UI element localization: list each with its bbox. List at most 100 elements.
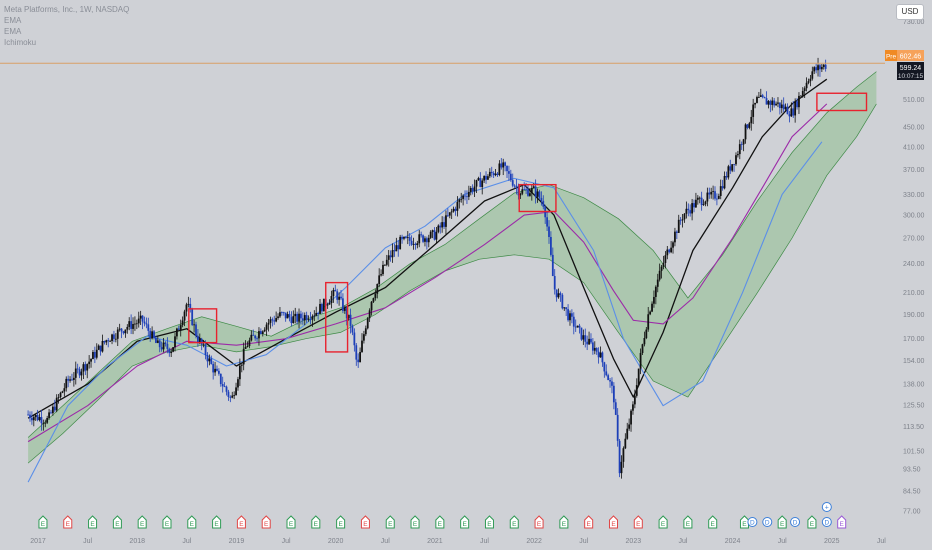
candle-body: [710, 191, 713, 195]
candle-body: [403, 236, 405, 239]
candle-body: [153, 331, 155, 338]
earnings-marker-label: E: [780, 521, 785, 528]
candle-body: [691, 203, 694, 214]
candle-body: [336, 291, 339, 300]
candle-body: [759, 95, 762, 97]
indicator-ema-fast[interactable]: EMA: [4, 16, 22, 25]
candle-body: [185, 304, 188, 312]
price-axis[interactable]: 730.00 510.00 450.00 410.00 370.00 330.00 300.…: [903, 19, 925, 516]
candle-body: [689, 210, 692, 214]
candle-body: [458, 199, 461, 202]
candle-body: [366, 318, 369, 329]
candle-body: [824, 64, 827, 69]
candle-body: [69, 379, 71, 381]
candle-body: [349, 314, 352, 326]
indicator-ema-slow[interactable]: EMA: [4, 27, 22, 36]
candle-body: [286, 314, 289, 319]
earnings-marker: [88, 515, 98, 529]
time-tick-label: 2024: [725, 538, 741, 545]
symbol-title[interactable]: Meta Platforms, Inc., 1W, NASDAQ: [4, 5, 130, 14]
candle-body: [586, 341, 589, 345]
candle-body: [527, 189, 529, 196]
candle-body: [315, 312, 318, 316]
earnings-marker: [311, 515, 321, 529]
candle-body: [351, 325, 354, 333]
candle-body: [597, 351, 600, 358]
earnings-marker: [286, 515, 296, 529]
candle-body: [765, 98, 768, 105]
candle-body: [813, 67, 816, 72]
candle-body: [382, 264, 384, 275]
candle-body: [672, 242, 674, 248]
candle-body: [763, 97, 766, 99]
candle-body: [721, 186, 724, 189]
candle-body: [187, 303, 190, 305]
candle-body: [189, 303, 192, 310]
candle-body: [616, 414, 619, 441]
candle-body: [181, 320, 184, 326]
candle-body: [357, 359, 360, 363]
candle-body: [134, 323, 136, 325]
candle-body: [258, 331, 260, 339]
time-tick-label: 2019: [229, 538, 245, 545]
candle-body: [95, 349, 98, 358]
candle-body: [511, 180, 514, 186]
price-tick-label: 113.50: [903, 424, 924, 431]
dividend-marker: [762, 517, 773, 527]
candle-body: [736, 154, 739, 156]
candle-body: [700, 197, 703, 206]
price-tick-label: 370.00: [903, 167, 925, 174]
candle-body: [158, 340, 161, 348]
candle-body: [404, 236, 407, 238]
earnings-marker-label: E: [537, 521, 542, 528]
time-axis[interactable]: 2017 Jul 2018 Jul 2019 Jul 2020 Jul 2021 Jul 2022 J…: [30, 538, 886, 545]
candle-body: [53, 406, 56, 411]
candle-body: [446, 215, 449, 217]
indicator-ichimoku[interactable]: Ichimoku: [4, 38, 37, 47]
time-tick-label: 2017: [30, 538, 46, 545]
dividend-marker-label: D: [793, 520, 798, 527]
candle-body: [99, 345, 102, 352]
time-tick-label: 2018: [129, 538, 145, 545]
earnings-marker-label: E: [41, 521, 46, 528]
candle-body: [683, 213, 686, 220]
candle-body: [317, 312, 320, 314]
candle-body: [794, 101, 797, 116]
candle-body: [815, 67, 818, 71]
last-price-tag: 599.24: [900, 65, 922, 72]
candle-body: [164, 342, 167, 344]
earnings-marker: [658, 515, 668, 529]
time-tick-label: 2023: [626, 538, 642, 545]
candle-body: [368, 310, 371, 319]
candle-body: [771, 100, 774, 105]
candle-body: [632, 404, 634, 411]
earnings-marker-label: E: [90, 521, 95, 528]
earnings-marker-label: E: [742, 521, 747, 528]
earnings-marker-label: E: [512, 521, 517, 528]
candle-body: [231, 395, 234, 398]
candle-body: [170, 351, 173, 354]
earnings-marker: [236, 515, 246, 529]
candle-body: [229, 396, 232, 398]
candle-body: [55, 397, 58, 411]
price-tick-label: 93.50: [903, 466, 921, 473]
candle-body: [361, 340, 363, 353]
candle-body: [525, 189, 527, 191]
time-tick-label: Jul: [381, 538, 390, 545]
candle-body: [687, 208, 690, 211]
candle-body: [376, 284, 379, 294]
lagging-span-line: [27, 141, 823, 483]
earnings-marker-label: E: [810, 521, 815, 528]
candle-body: [504, 162, 507, 166]
currency-button[interactable]: USD: [896, 4, 924, 20]
earnings-marker-label: E: [587, 521, 592, 528]
candle-body: [546, 217, 548, 227]
candle-body: [582, 335, 585, 340]
candle-body: [263, 329, 266, 332]
highlight-boxes: [188, 92, 868, 353]
candle-body: [487, 176, 489, 180]
candle-body: [641, 344, 644, 353]
candle-body: [509, 173, 512, 181]
earnings-marker: [261, 515, 271, 529]
